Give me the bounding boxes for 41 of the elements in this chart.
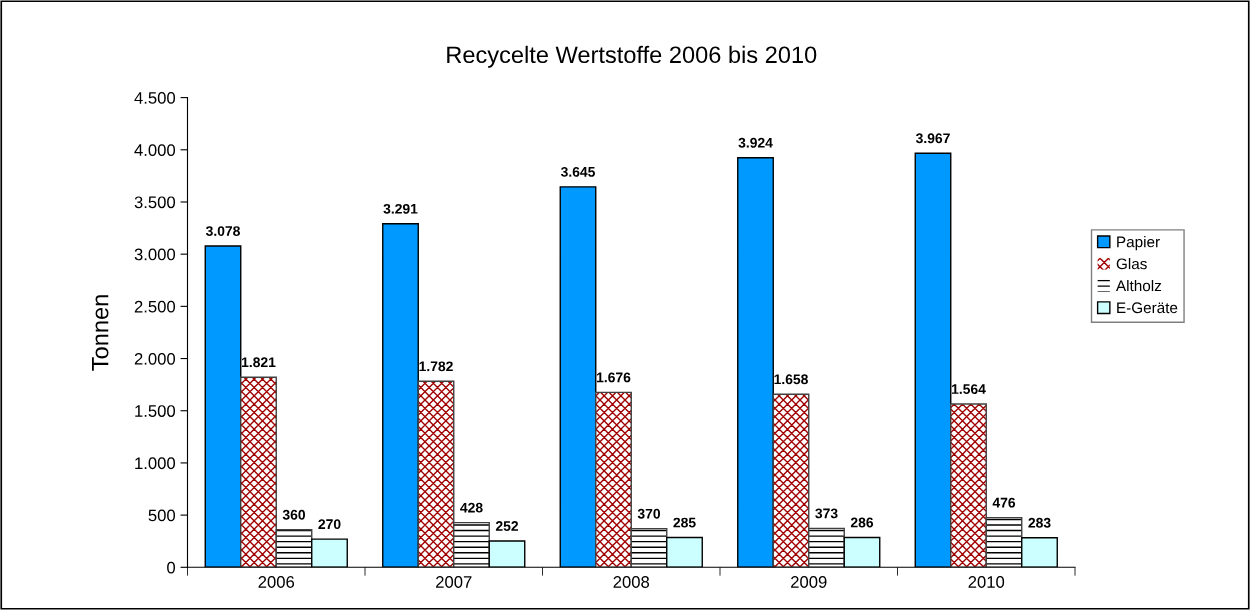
data-label: 373 <box>815 508 838 519</box>
y-tick-label: 1.000 <box>135 457 176 470</box>
y-tick-label: 4.500 <box>134 92 176 104</box>
y-tick-label: 4.000 <box>134 144 176 156</box>
data-label: 3.924 <box>738 137 773 148</box>
y-tick-label: 3.500 <box>134 196 176 209</box>
data-label: 476 <box>992 497 1016 508</box>
y-axis-title: Tonnen <box>92 295 109 371</box>
data-label: 1.676 <box>597 372 631 383</box>
data-label: 370 <box>637 508 661 519</box>
data-label: 1.564 <box>952 384 986 394</box>
data-label: 283 <box>1028 517 1051 528</box>
y-tick-label: 2.000 <box>134 352 176 365</box>
x-tick-label: 2010 <box>968 576 1005 588</box>
y-tick-label: 2.500 <box>134 300 176 313</box>
data-label: 3.967 <box>915 133 950 144</box>
y-tick-label: 1.500 <box>135 405 176 417</box>
legend-label: E-Geräte <box>1117 302 1178 314</box>
x-tick-label: 2007 <box>436 576 472 588</box>
data-label: 286 <box>850 517 874 528</box>
legend-label: Papier <box>1117 236 1160 251</box>
data-label: 252 <box>495 521 519 531</box>
legend-label: Glas <box>1116 258 1147 270</box>
data-label: 3.291 <box>383 203 418 214</box>
data-label: 3.078 <box>205 226 240 236</box>
y-tick-label: 3.000 <box>134 248 176 261</box>
x-tick-label: 2006 <box>258 576 295 588</box>
data-label: 270 <box>318 519 341 530</box>
data-label: 3.645 <box>560 166 595 177</box>
y-tick-label: 500 <box>148 509 176 522</box>
x-tick-label: 2009 <box>791 576 827 588</box>
y-tick-label: 0 <box>167 561 176 574</box>
data-label: 360 <box>282 509 306 520</box>
data-label: 285 <box>673 517 696 528</box>
data-label: 428 <box>460 502 483 513</box>
chart-title: Recycelte Wertstoffe 2006 bis 2010 <box>447 45 817 68</box>
data-label: 1.821 <box>242 357 276 368</box>
legend-label: Altholz <box>1115 279 1162 292</box>
data-label: 1.782 <box>419 361 453 372</box>
data-label: 1.658 <box>774 374 808 385</box>
x-tick-label: 2008 <box>613 576 650 588</box>
